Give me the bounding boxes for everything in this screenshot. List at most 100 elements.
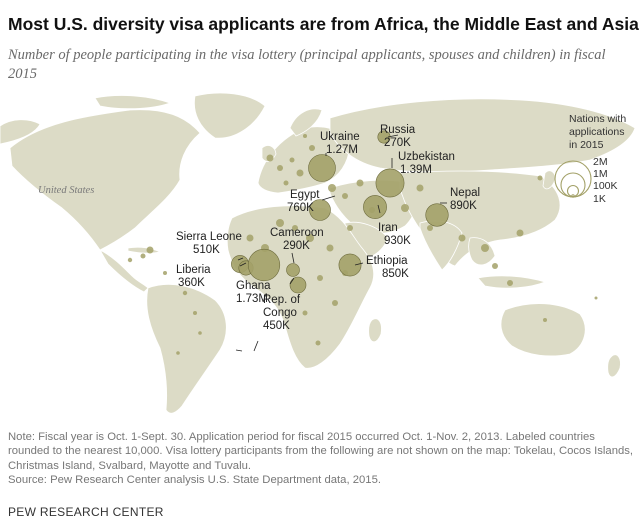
minor-bubble: [127, 257, 133, 263]
minor-bubble: [296, 169, 304, 177]
minor-bubble: [356, 179, 364, 187]
legend-size-2m: 2M: [593, 156, 608, 168]
minor-bubble: [246, 234, 254, 242]
minor-bubble: [198, 331, 202, 335]
land-masses: [0, 92, 636, 414]
bubble-cameroon: [286, 263, 300, 277]
label-ukraine-value: 1.27M: [326, 144, 358, 156]
note-line-2: rounded to the nearest 10,000. Visa lott…: [8, 445, 634, 458]
label-ghana-name: Ghana: [236, 280, 271, 292]
label-ghana-value: 1.73M: [236, 293, 268, 305]
minor-country-bubbles: [127, 134, 598, 355]
land-japan: [542, 170, 556, 190]
label-ethiopia-value: 850K: [382, 268, 409, 280]
label-russia-value: 270K: [384, 137, 411, 149]
minor-bubble: [309, 145, 315, 151]
land-central-america: [98, 249, 149, 293]
land-southeast-asia: [468, 237, 496, 266]
legend-size-1m: 1M: [593, 168, 608, 180]
bubble-nepal: [425, 203, 449, 227]
land-south-america: [146, 284, 227, 414]
source-org: PEW RESEARCH CENTER: [8, 505, 164, 519]
minor-bubble: [401, 204, 409, 212]
footnote: Note: Fiscal year is Oct. 1-Sept. 30. Ap…: [8, 430, 636, 488]
country-callouts: [235, 134, 447, 352]
bubble-uzbekistan: [375, 168, 405, 198]
bubble-ukraine: [308, 154, 336, 182]
minor-bubble: [266, 154, 274, 162]
legend-fill-label-3: in 2015: [569, 139, 604, 151]
legend-fill-label-1: Nations with: [569, 113, 626, 125]
minor-bubble: [292, 225, 298, 231]
land-australia: [500, 303, 586, 357]
bubble-ethiopia: [338, 253, 362, 277]
label-egypt-name: Egypt: [290, 189, 320, 201]
minor-bubble: [594, 296, 598, 300]
land-greenland: [193, 92, 266, 139]
legend-circle-100k: [566, 184, 580, 198]
legend-circle-1k: [571, 194, 575, 198]
minor-bubble: [276, 219, 284, 227]
bubble-iran: [363, 195, 387, 219]
label-iran-name: Iran: [378, 222, 398, 234]
minor-bubble: [277, 165, 283, 171]
region-label-us: United States: [38, 185, 94, 196]
land-scandinavia: [289, 108, 323, 137]
minor-bubble: [507, 280, 513, 286]
minor-bubble: [427, 225, 433, 231]
legend-fill-label-2: applications: [569, 126, 624, 138]
legend-land-swatch: [556, 114, 565, 123]
bubble-russia: [377, 130, 391, 144]
minor-bubble: [492, 263, 498, 269]
minor-bubble: [347, 225, 353, 231]
minor-bubble: [193, 311, 197, 315]
land-caribbean: [127, 246, 162, 254]
minor-bubble: [146, 246, 154, 254]
minor-bubble: [289, 157, 295, 163]
minor-bubble: [537, 175, 543, 181]
minor-bubble: [306, 234, 314, 242]
land-new-zealand: [607, 354, 621, 378]
minor-bubble: [328, 184, 336, 192]
label-ukraine-name: Ukraine: [320, 131, 360, 143]
minor-bubble: [342, 193, 348, 199]
label-congo-name-line1: Rep. of: [263, 294, 301, 306]
note-line-3: Christmas Island, Svalbard, Mayotte and …: [8, 459, 251, 472]
legend: Nations with applications in 2015 2M 1M …: [554, 113, 626, 205]
minor-bubble: [176, 351, 180, 355]
minor-bubble: [481, 244, 489, 252]
minor-bubble: [317, 275, 323, 281]
labeled-country-bubbles: [231, 130, 449, 294]
minor-bubble: [315, 340, 321, 346]
minor-bubble: [303, 134, 307, 138]
label-iran-value: 930K: [384, 235, 411, 247]
country-labels: Russia 270K Ukraine 1.27M Uzbekistan 1.3…: [176, 124, 480, 332]
label-congo-name-line2: Congo: [263, 307, 297, 319]
minor-bubble: [543, 318, 547, 322]
label-nepal-name: Nepal: [450, 187, 480, 199]
label-sierra-leone-value: 510K: [193, 244, 220, 256]
minor-bubble: [182, 290, 188, 296]
label-russia-name: Russia: [380, 124, 416, 136]
minor-bubble: [163, 271, 167, 275]
land-alaska: [0, 119, 41, 145]
note-line-1: Note: Fiscal year is Oct. 1-Sept. 30. Ap…: [8, 431, 595, 443]
world-map: United States: [0, 88, 640, 423]
label-ethiopia-name: Ethiopia: [366, 255, 408, 267]
minor-bubble: [326, 244, 334, 252]
minor-bubble: [516, 229, 524, 237]
label-cameroon-name: Cameroon: [270, 227, 324, 239]
minor-bubble: [140, 253, 146, 259]
land-canada-islands: [94, 95, 172, 110]
minor-bubble: [416, 184, 424, 192]
chart-title: Most U.S. diversity visa applicants are …: [8, 14, 639, 34]
label-sierra-leone-name: Sierra Leone: [176, 231, 242, 243]
label-nepal-value: 890K: [450, 200, 477, 212]
note-source: Source: Pew Research Center analysis U.S…: [8, 474, 381, 487]
minor-bubble: [458, 234, 466, 242]
label-liberia-value: 360K: [178, 277, 205, 289]
chart-subtitle: Number of people participating in the vi…: [8, 47, 606, 82]
legend-circle-2m: [554, 160, 592, 198]
bubble-ghana: [247, 248, 281, 282]
land-north-america: [9, 109, 201, 251]
